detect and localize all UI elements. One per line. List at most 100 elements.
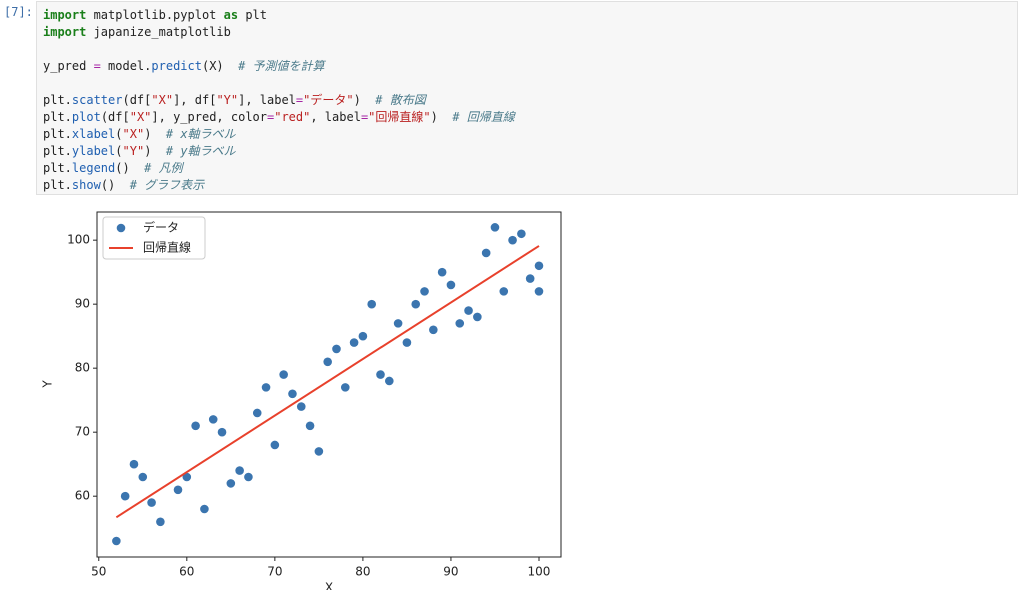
data-point: [411, 299, 421, 309]
data-point: [200, 504, 209, 514]
axes-frame: [96, 211, 562, 558]
code-token: plot: [71, 110, 101, 124]
code-token: as: [223, 8, 239, 22]
data-point: [270, 440, 280, 450]
code-token: # y軸ラベル: [165, 144, 236, 158]
code-token: # 凡例: [144, 161, 183, 175]
data-point: [147, 498, 156, 507]
data-point: [332, 344, 341, 354]
data-point: [446, 280, 456, 290]
data-point: [314, 447, 324, 456]
code-token: =: [267, 110, 275, 124]
data-point: [420, 287, 429, 296]
data-point: [385, 376, 394, 386]
data-point: [138, 472, 148, 482]
data-point: [367, 299, 377, 309]
code-token: "red": [274, 110, 311, 124]
data-point: [156, 517, 165, 527]
code-token: # x軸ラベル: [165, 127, 236, 141]
code-token: =: [360, 110, 369, 124]
code-token: # グラフ表示: [129, 178, 205, 192]
code-token: import: [43, 25, 87, 39]
data-point: [244, 472, 253, 482]
legend-marker: [116, 223, 126, 233]
code-token: "回帰直線": [368, 110, 431, 124]
data-point: [261, 383, 271, 392]
data-point: [191, 421, 200, 431]
data-point: [534, 261, 544, 271]
code-block: import matplotlib.pyplot as plt import ja…: [43, 7, 1011, 41]
data-point: [226, 479, 236, 488]
code-cell[interactable]: import matplotlib.pyplot as plt import ja…: [36, 1, 1018, 195]
data-point: [358, 331, 368, 341]
code-line: import matplotlib.pyplot as plt: [43, 8, 267, 22]
y-tick-label: 70: [75, 425, 90, 439]
code-token: predict: [151, 59, 202, 73]
data-point: [534, 287, 544, 296]
data-point: [217, 427, 227, 437]
data-point: [455, 319, 465, 328]
legend-label: 回帰直線: [143, 240, 191, 255]
code-token: ylabel: [71, 144, 116, 158]
data-point: [129, 459, 139, 469]
data-point: [490, 223, 500, 232]
regression-line: [115, 245, 540, 519]
code-token: "X": [151, 93, 174, 107]
data-point: [208, 415, 218, 424]
y-axis-label: Y: [41, 380, 55, 389]
code-token: =: [295, 93, 304, 107]
x-tick-label: 70: [267, 565, 282, 579]
data-point: [296, 402, 306, 411]
data-point: [464, 306, 473, 315]
code-token: legend: [71, 161, 116, 175]
code-block: plt.scatter(df["X"], df["Y"], label="データ…: [43, 92, 1011, 194]
y-tick-label: 90: [75, 297, 90, 311]
data-point: [525, 274, 535, 283]
data-point: [173, 485, 183, 495]
code-token: =: [93, 59, 101, 73]
data-point: [376, 370, 385, 379]
code-line: plt.legend() # 凡例: [43, 161, 183, 175]
code-token: xlabel: [71, 127, 116, 141]
data-point: [499, 287, 509, 296]
x-tick-label: 50: [91, 565, 106, 579]
code-token: # 予測値を計算: [238, 59, 325, 73]
code-token: "データ": [303, 93, 354, 107]
data-point: [340, 383, 350, 392]
code-token: show: [71, 178, 101, 192]
data-point: [402, 338, 412, 347]
code-token: "X": [129, 110, 152, 124]
code-line: plt.xlabel("X") # x軸ラベル: [43, 127, 236, 141]
legend-label: データ: [143, 220, 179, 235]
x-tick-label: 100: [528, 565, 551, 579]
data-point: [437, 267, 447, 277]
cell-prompt: [7]:: [4, 5, 33, 19]
code-token: "Y": [122, 144, 145, 158]
code-line: plt.scatter(df["X"], df["Y"], label="データ…: [43, 93, 426, 107]
x-axis-label: X: [325, 581, 333, 590]
y-tick-label: 100: [67, 233, 90, 247]
code-token: scatter: [71, 93, 123, 107]
data-point: [288, 389, 297, 399]
x-tick-label: 80: [355, 565, 370, 579]
data-point: [517, 229, 526, 239]
data-point: [235, 466, 244, 475]
data-point: [481, 248, 491, 258]
code-line: y_pred = model.predict(X) # 予測値を計算: [43, 59, 325, 73]
data-point: [182, 472, 192, 482]
code-token: "X": [122, 127, 145, 141]
code-token: "Y": [216, 93, 239, 107]
code-line: plt.ylabel("Y") # y軸ラベル: [43, 144, 236, 158]
code-token: import: [43, 8, 87, 22]
y-tick-label: 60: [75, 489, 90, 503]
code-line: plt.show() # グラフ表示: [43, 178, 205, 192]
data-point: [393, 319, 403, 328]
data-point: [305, 421, 315, 431]
y-tick-label: 80: [75, 361, 90, 375]
code-block: y_pred = model.predict(X) # 予測値を計算: [43, 58, 1011, 75]
code-line: plt.plot(df["X"], y_pred, color="red", l…: [43, 110, 515, 124]
data-point: [429, 325, 438, 335]
code-line: import japanize_matplotlib: [43, 25, 231, 39]
